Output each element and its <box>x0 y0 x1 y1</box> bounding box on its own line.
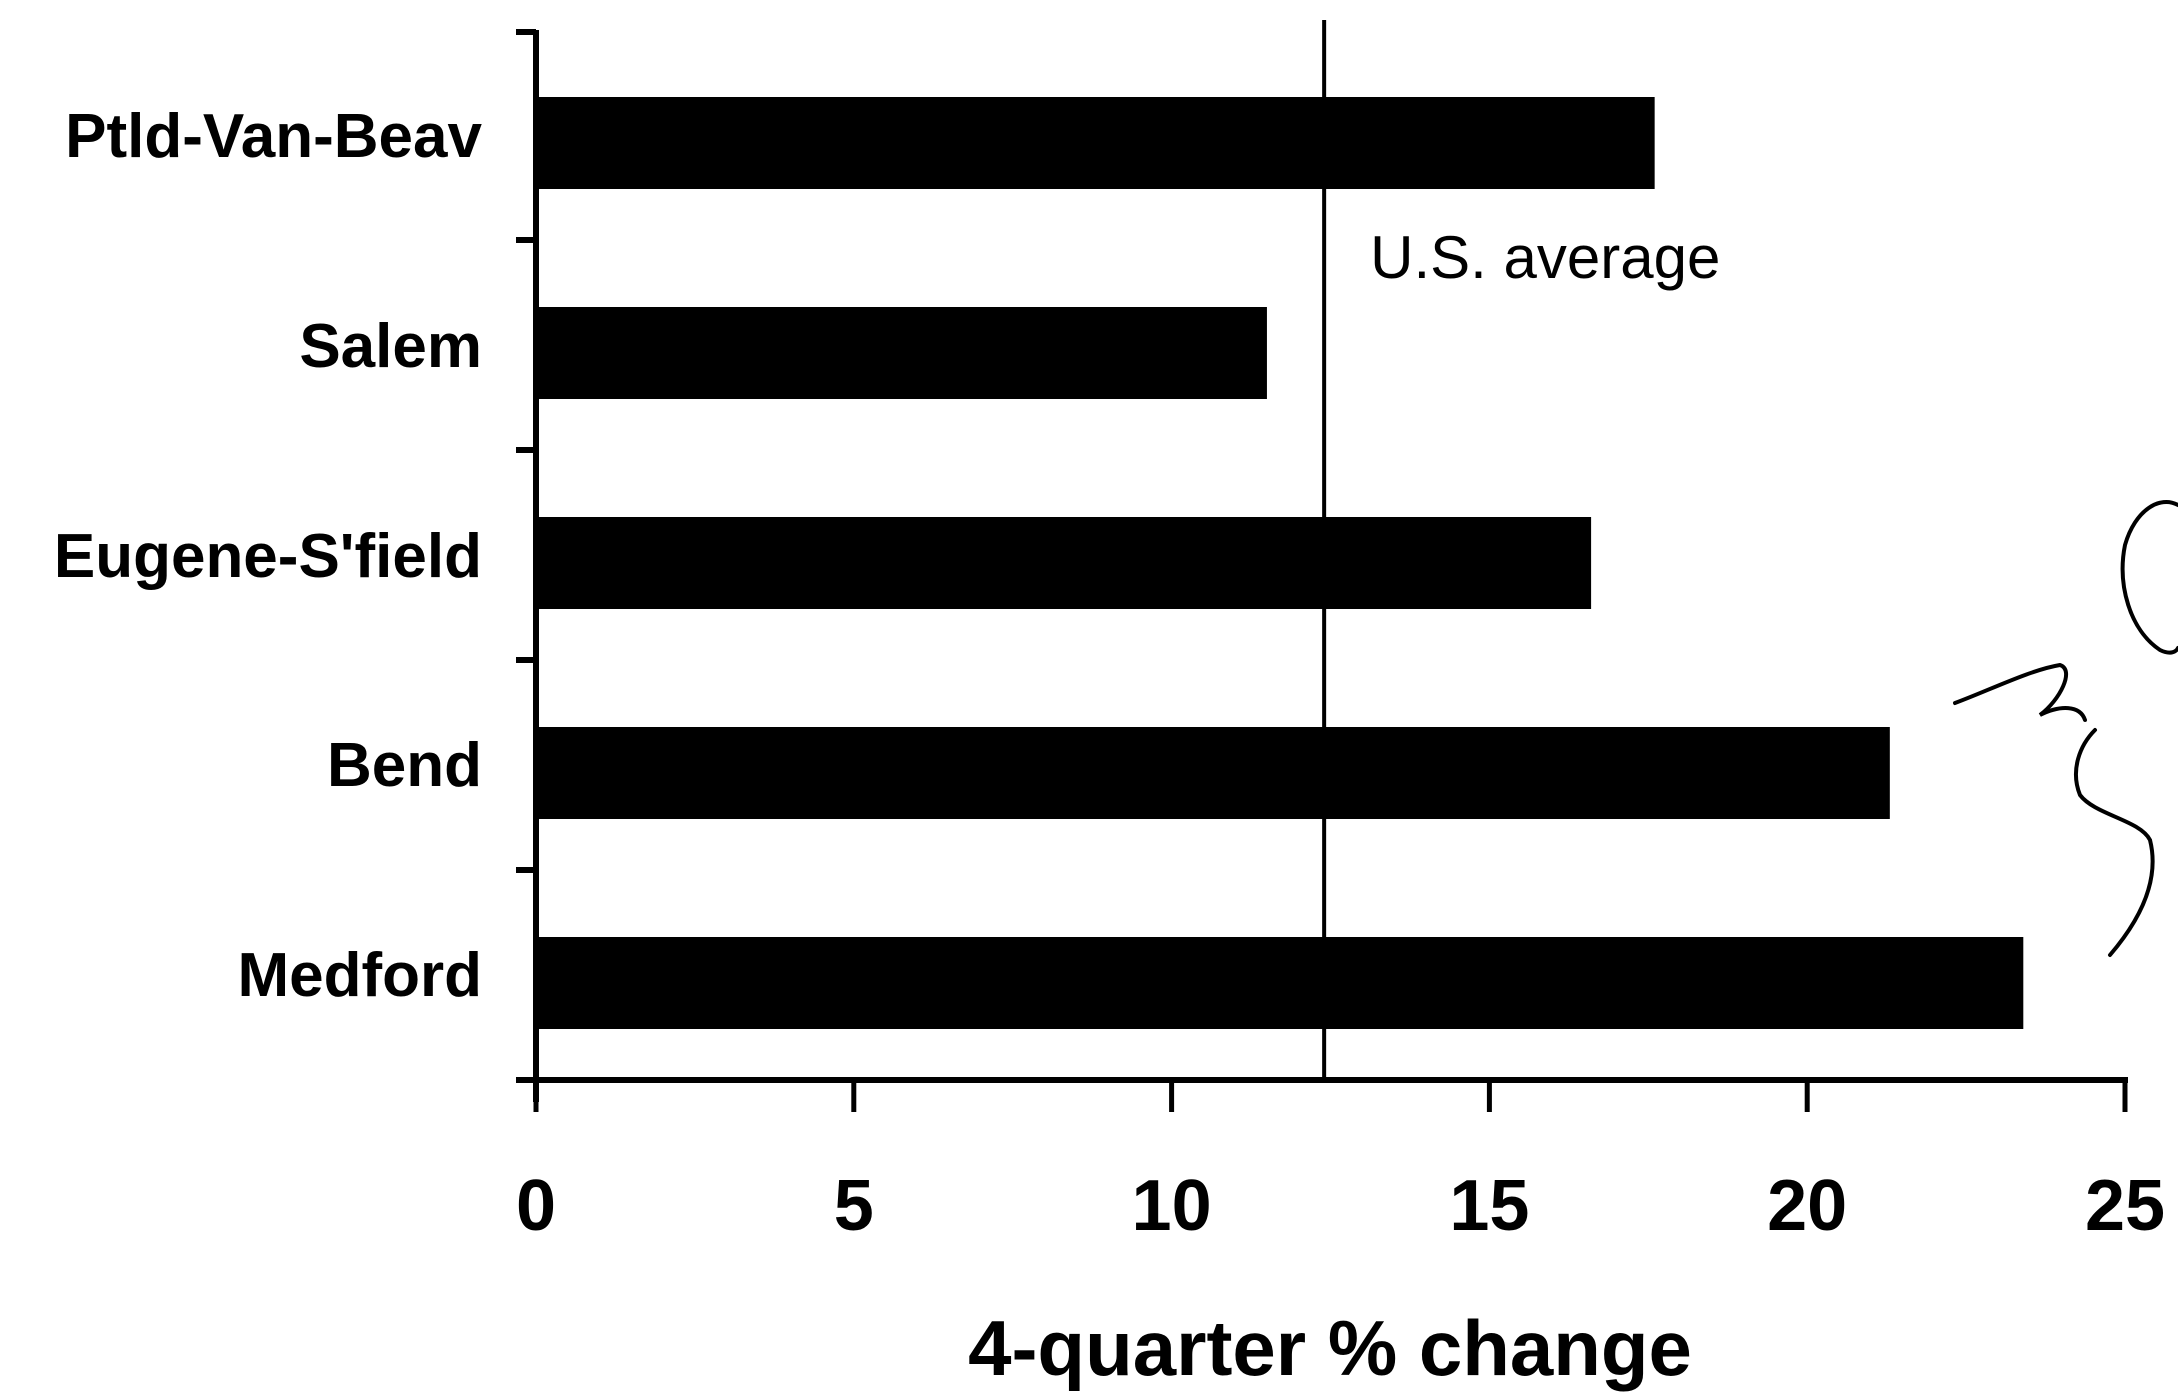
axes-layer <box>516 20 2128 1112</box>
bars-layer <box>536 97 2024 1029</box>
category-label-eugene-sfield: Eugene-S'field <box>54 522 482 591</box>
bar-salem <box>536 307 1267 399</box>
category-label-ptld-van-beav: Ptld-Van-Beav <box>65 102 482 171</box>
x-tick-label-15: 15 <box>1449 1166 1529 1246</box>
bar-medford <box>536 937 2024 1029</box>
bar-bend <box>536 727 1890 819</box>
x-tick-label-20: 20 <box>1767 1166 1847 1246</box>
x-tick-label-25: 25 <box>2085 1166 2165 1246</box>
x-axis-title: 4-quarter % change <box>968 1304 1692 1392</box>
bar-ptld-van-beav <box>536 97 1655 189</box>
category-label-salem: Salem <box>299 312 482 381</box>
x-tick-label-0: 0 <box>516 1166 556 1246</box>
us-average-label: U.S. average <box>1370 224 1720 291</box>
x-tick-label-10: 10 <box>1132 1166 1212 1246</box>
category-label-medford: Medford <box>237 941 482 1010</box>
category-label-bend: Bend <box>327 731 482 800</box>
bar-eugene-s-field <box>536 517 1592 609</box>
x-tick-label-5: 5 <box>834 1166 874 1246</box>
handwritten-signature <box>1953 499 2178 957</box>
